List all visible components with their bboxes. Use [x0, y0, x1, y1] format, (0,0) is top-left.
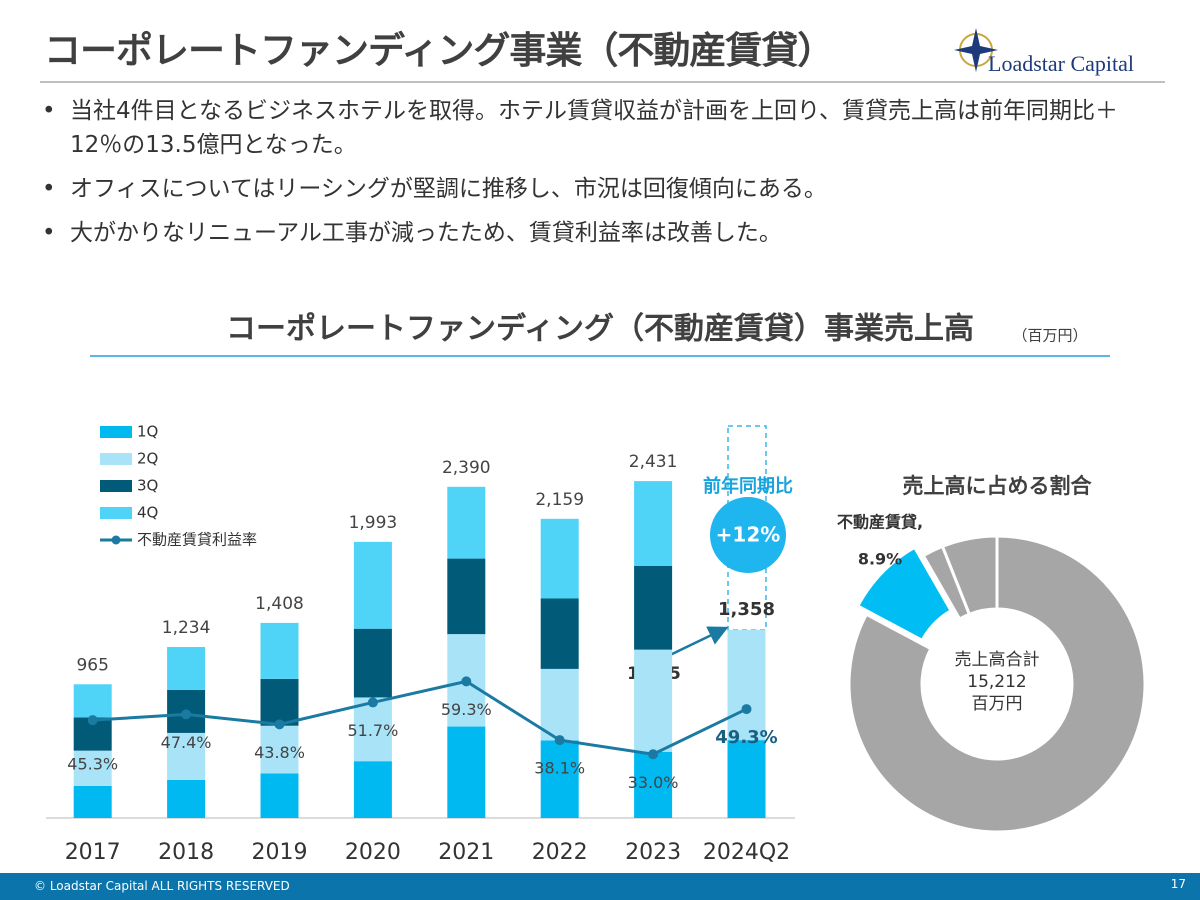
- bar-segment: [167, 732, 206, 780]
- slice-label: 不動産賃貸,: [837, 513, 923, 532]
- legend-swatch: [100, 453, 132, 465]
- growth-caption: 前年同期比: [703, 475, 793, 497]
- chart-unit: （百万円）: [1012, 327, 1087, 345]
- logo-star: [954, 28, 998, 72]
- line-point: [367, 697, 378, 708]
- donut-slice: [940, 534, 999, 617]
- donut-slice: [855, 545, 954, 643]
- total-label: 1,993: [349, 513, 398, 533]
- bar-segment: [634, 565, 673, 650]
- bar-segment: [634, 481, 673, 566]
- legend-swatch: [100, 507, 132, 519]
- bar-segment: [540, 598, 579, 669]
- line-point: [87, 715, 98, 726]
- legend-label: 3Q: [137, 477, 158, 495]
- chart-title: コーポレートファンディング（不動産賃貸）事業売上高: [226, 312, 974, 347]
- bar-segment: [353, 628, 392, 698]
- total-label: 2,390: [442, 458, 491, 478]
- bar-segment: [167, 647, 206, 690]
- line-point: [741, 704, 752, 715]
- footer: © Loadstar Capital ALL RIGHTS RESERVED 1…: [0, 873, 1200, 900]
- bar-segment: [634, 751, 673, 818]
- growth-value: +12%: [716, 523, 781, 547]
- bar-segment: [540, 518, 579, 599]
- bar-segment: [540, 740, 579, 818]
- bar-segment: [447, 558, 486, 635]
- bullet: 当社4件目となるビジネスホテルを取得。ホテル賃貸収益が計画を上回り、賃貸売上高は…: [40, 94, 1150, 162]
- total-label: 1,358: [718, 599, 775, 620]
- line-value-label: 51.7%: [347, 721, 398, 740]
- growth-arrow: [669, 626, 729, 657]
- bar-segment: [167, 779, 206, 818]
- donut-title: 売上高に占める割合: [903, 474, 1093, 498]
- bar-segment: [73, 684, 112, 718]
- total-label: 1,234: [162, 618, 211, 638]
- total-label: 2,159: [535, 490, 584, 510]
- line-value-label: 59.3%: [441, 700, 492, 719]
- bar-segment: [727, 740, 766, 818]
- x-tick-label: 2020: [345, 840, 401, 865]
- line-point: [274, 719, 285, 730]
- bar-segment: [634, 649, 673, 752]
- bullet: 大がかりなリニューアル工事が減ったため、賃貸利益率は改善した。: [40, 216, 1150, 250]
- bar-segment: [260, 773, 299, 818]
- line-point: [554, 735, 565, 746]
- bar-segment: [260, 622, 299, 679]
- title-rule: [40, 81, 1165, 83]
- x-tick-label: 2019: [252, 840, 308, 865]
- line-value-label: 47.4%: [161, 733, 212, 752]
- legend-dot: [111, 535, 121, 545]
- x-tick-label: 2018: [158, 840, 214, 865]
- x-tick-label: 2017: [65, 840, 121, 865]
- line-value-label: 49.3%: [715, 727, 777, 748]
- legend-label: 2Q: [137, 450, 158, 468]
- bar-segment: [73, 750, 112, 786]
- bar-segment: [540, 668, 579, 741]
- total-label: 1,408: [255, 594, 304, 614]
- line-value-label: 33.0%: [628, 773, 679, 792]
- bar-segment: [447, 486, 486, 559]
- line-point: [461, 676, 472, 687]
- donut-slice: [847, 534, 1147, 834]
- line-value-label: 38.1%: [534, 759, 585, 778]
- x-tick-label: 2023: [625, 840, 681, 865]
- donut-center-label: 売上高合計: [955, 650, 1040, 670]
- page-number: 17: [1170, 877, 1186, 891]
- line-value-label: 43.8%: [254, 743, 305, 762]
- bar-segment: [447, 726, 486, 818]
- donut-center-label: 15,212: [967, 672, 1026, 692]
- x-tick-label: 2022: [532, 840, 588, 865]
- bullet: オフィスについてはリーシングが堅調に推移し、市況は回復傾向にある。: [40, 172, 1150, 206]
- x-tick-label: 2024Q2: [703, 840, 790, 865]
- growth-badge: [710, 497, 786, 573]
- total-label: 2,431: [629, 452, 678, 472]
- donut-center-label: 百万円: [972, 694, 1023, 714]
- logo-text: Loadstar Capital: [988, 51, 1134, 76]
- legend-label: 4Q: [137, 504, 158, 522]
- slice-value: 8.9%: [858, 550, 902, 569]
- legend-swatch: [100, 480, 132, 492]
- bar-segment: [260, 725, 299, 774]
- x-tick-label: 2021: [438, 840, 494, 865]
- slide-title: コーポレートファンディング事業（不動産賃貸）: [44, 29, 834, 72]
- copyright: © Loadstar Capital ALL RIGHTS RESERVED: [34, 879, 290, 893]
- logo: Loadstar Capital: [954, 28, 1134, 76]
- bar-segment: [353, 697, 392, 762]
- legend-label: 1Q: [137, 423, 158, 441]
- bar-segment: [353, 761, 392, 818]
- bar-segment: [73, 785, 112, 818]
- bullet-list: 当社4件目となるビジネスホテルを取得。ホテル賃貸収益が計画を上回り、賃貸売上高は…: [40, 94, 1150, 260]
- legend-swatch: [100, 426, 132, 438]
- line-point: [648, 749, 659, 760]
- line-value-label: 45.3%: [67, 755, 118, 774]
- bar-segment: [353, 541, 392, 629]
- line-point: [181, 709, 192, 720]
- total-label: 965: [76, 655, 108, 675]
- line: [92, 679, 748, 756]
- chart: コーポレートファンディング（不動産賃貸）事業売上高 （百万円） +12% 前年同…: [46, 312, 1147, 865]
- legend-label: 不動産賃貸利益率: [137, 531, 257, 549]
- bar-segment: [260, 678, 299, 726]
- bar-segment: [727, 629, 766, 741]
